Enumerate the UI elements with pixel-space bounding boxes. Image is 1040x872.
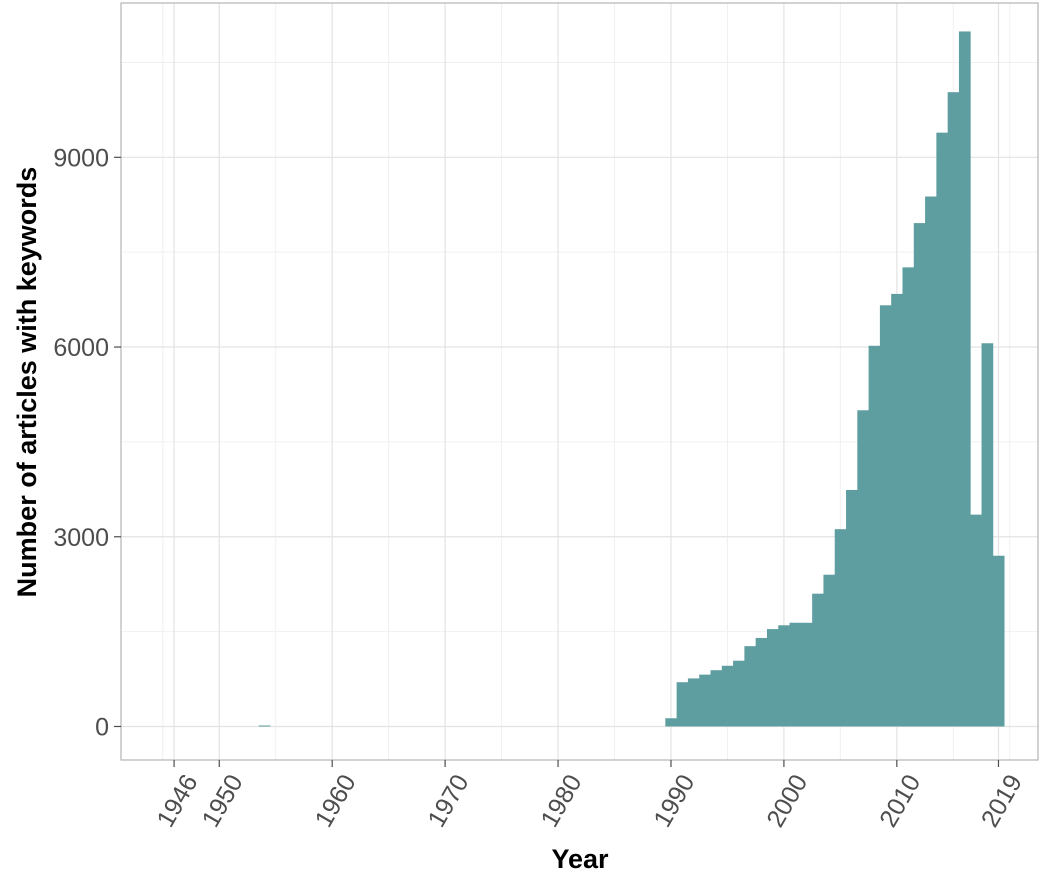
bar-2018 bbox=[981, 343, 994, 727]
bar-2007 bbox=[857, 410, 870, 727]
x-tick-label: 2000 bbox=[761, 770, 813, 832]
bar-2010 bbox=[891, 293, 903, 727]
plot-border bbox=[120, 2, 1039, 761]
x-axis-title: Year bbox=[551, 844, 609, 872]
bar-2004 bbox=[823, 574, 836, 727]
bar-2005 bbox=[834, 529, 847, 727]
y-tick-label: 6000 bbox=[53, 334, 109, 362]
x-tick-label: 1970 bbox=[422, 770, 474, 832]
x-tick-label: 1946 bbox=[151, 770, 203, 832]
x-tick-label: 1990 bbox=[648, 770, 700, 832]
bar-2003 bbox=[812, 593, 824, 727]
bar-1996 bbox=[733, 660, 745, 727]
x-tick-label: 1980 bbox=[535, 770, 587, 832]
bar-1954 bbox=[258, 725, 271, 727]
bar-2014 bbox=[936, 132, 949, 727]
bar-2012 bbox=[913, 223, 926, 727]
bar-2006 bbox=[846, 489, 858, 727]
bar-2013 bbox=[925, 196, 937, 727]
bar-1997 bbox=[744, 646, 757, 727]
bar-2002 bbox=[800, 622, 813, 727]
bar-2001 bbox=[789, 622, 802, 727]
y-axis-title: Number of articles with keywords bbox=[12, 167, 42, 598]
bar-2019 bbox=[992, 555, 1005, 727]
bar-2000 bbox=[778, 625, 790, 727]
bar-1998 bbox=[755, 637, 768, 727]
bar-1993 bbox=[699, 674, 711, 727]
y-axis: 0 3000 6000 9000 bbox=[53, 144, 121, 741]
bar-2017 bbox=[970, 514, 982, 727]
bar-2009 bbox=[879, 305, 892, 727]
x-tick-label: 2010 bbox=[874, 770, 926, 832]
bars bbox=[258, 31, 1005, 727]
bar-2008 bbox=[868, 345, 881, 727]
bar-1999 bbox=[766, 629, 779, 727]
bar-2016 bbox=[958, 31, 971, 727]
y-tick-label: 3000 bbox=[53, 524, 109, 552]
bar-2011 bbox=[902, 267, 915, 727]
x-tick-label: 2019 bbox=[976, 770, 1028, 832]
bar-2015 bbox=[947, 92, 960, 727]
y-tick-label: 9000 bbox=[53, 144, 109, 172]
bar-1995 bbox=[721, 665, 734, 727]
bar-1991 bbox=[676, 682, 689, 727]
bar-1992 bbox=[687, 678, 700, 727]
x-tick-label: 1960 bbox=[310, 770, 362, 832]
bar-1990 bbox=[665, 718, 678, 727]
x-tick-label: 1950 bbox=[197, 770, 249, 832]
y-tick-label: 0 bbox=[95, 713, 109, 741]
bar-1994 bbox=[710, 670, 723, 727]
